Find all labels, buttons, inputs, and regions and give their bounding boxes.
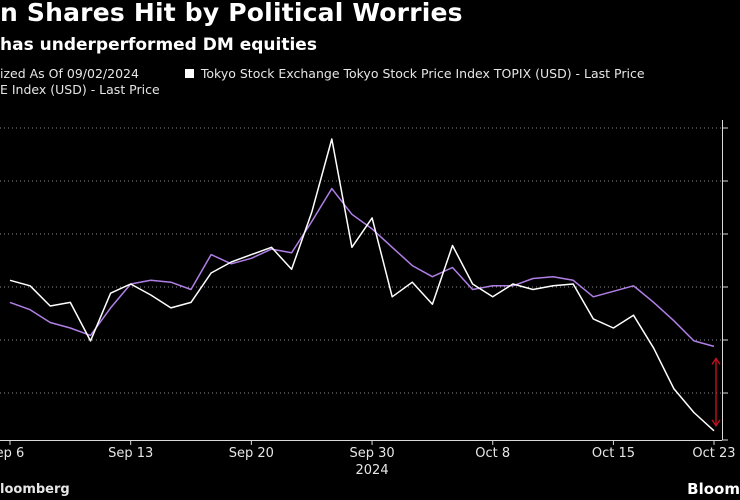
x-tick-label: Sep 30 xyxy=(349,446,394,461)
x-tick-label: Oct 8 xyxy=(475,446,510,461)
gap-arrow-head-down xyxy=(711,419,721,427)
legend-swatch-topix xyxy=(184,69,194,78)
legend-line-2: E Index (USD) - Last Price xyxy=(0,82,160,97)
legend-text-normalized: ized As Of 09/02/2024 xyxy=(0,66,139,81)
legend-label-topix: Tokyo Stock Exchange Tokyo Stock Price I… xyxy=(200,66,645,81)
legend-label-other: E Index (USD) - Last Price xyxy=(0,82,160,97)
x-year-label: 2024 xyxy=(356,463,389,478)
series-line-topix xyxy=(9,138,715,432)
chart-subtitle: has underperformed DM equities xyxy=(0,35,317,55)
chart-title: n Shares Hit by Political Worries xyxy=(0,0,463,27)
x-tick-label: Sep 20 xyxy=(229,446,274,461)
x-tick-label: Oct 15 xyxy=(592,446,635,461)
legend-line-1: ized As Of 09/02/2024 Tokyo Stock Exchan… xyxy=(0,66,645,81)
brand-logo-text: Bloom xyxy=(687,480,740,498)
x-tick-label: Oct 23 xyxy=(692,446,735,461)
x-tick-label: ep 6 xyxy=(0,446,24,461)
x-tick-label: Sep 13 xyxy=(108,446,153,461)
series-line-other xyxy=(9,187,715,348)
source-label: loomberg xyxy=(0,482,70,497)
gap-arrow-head-up xyxy=(711,357,721,365)
